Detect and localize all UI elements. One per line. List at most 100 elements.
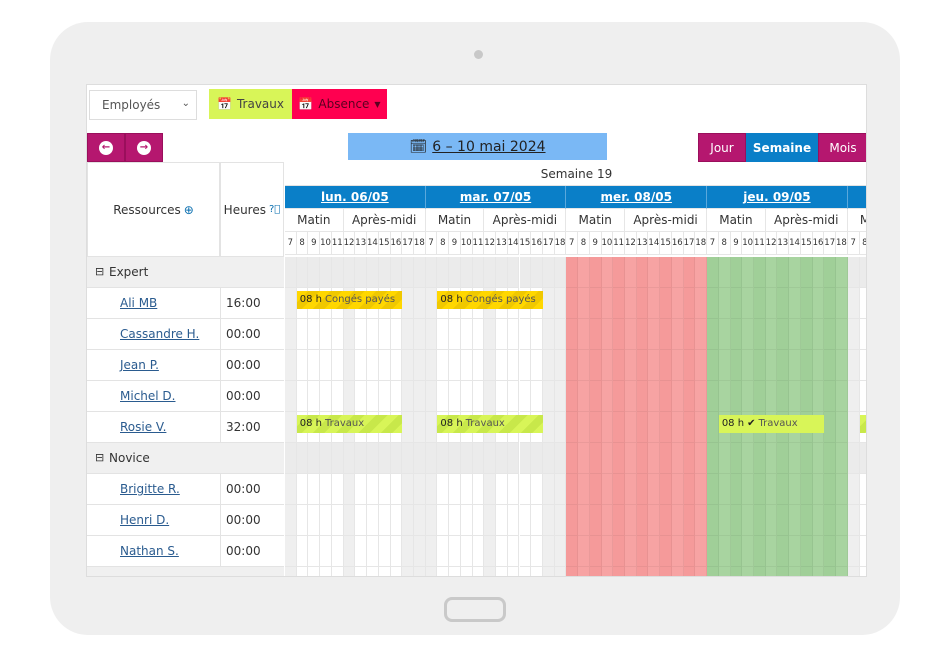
- time-slot[interactable]: [507, 257, 520, 288]
- time-slot[interactable]: [613, 412, 626, 443]
- time-slot[interactable]: [765, 474, 778, 505]
- time-slot[interactable]: [331, 567, 344, 576]
- time-slot[interactable]: [460, 319, 473, 350]
- time-slot[interactable]: [613, 381, 626, 412]
- time-slot[interactable]: [531, 474, 543, 505]
- time-slot[interactable]: [765, 257, 778, 288]
- time-slot[interactable]: [800, 288, 813, 319]
- time-slot[interactable]: [777, 443, 790, 474]
- resource-name-link[interactable]: Michel D.: [120, 389, 176, 403]
- time-slot[interactable]: [800, 257, 813, 288]
- time-slot[interactable]: [754, 567, 766, 576]
- time-slot[interactable]: [660, 412, 672, 443]
- time-slot[interactable]: [800, 474, 813, 505]
- resource-name-link[interactable]: Henri D.: [120, 513, 170, 527]
- time-slot[interactable]: [425, 288, 438, 319]
- time-slot[interactable]: [742, 257, 754, 288]
- time-slot[interactable]: [519, 567, 532, 576]
- time-slot[interactable]: [378, 257, 391, 288]
- time-slot[interactable]: [695, 474, 708, 505]
- time-slot[interactable]: [601, 567, 614, 576]
- time-slot[interactable]: [636, 443, 649, 474]
- time-slot[interactable]: [589, 505, 602, 536]
- time-slot[interactable]: [390, 381, 403, 412]
- time-slot[interactable]: [355, 474, 368, 505]
- time-slot[interactable]: [413, 443, 426, 474]
- time-slot[interactable]: [789, 288, 801, 319]
- time-slot[interactable]: [566, 567, 579, 576]
- time-slot[interactable]: [601, 381, 614, 412]
- time-slot[interactable]: [413, 412, 426, 443]
- time-slot[interactable]: [812, 350, 825, 381]
- time-slot[interactable]: [671, 319, 684, 350]
- time-slot[interactable]: [671, 443, 684, 474]
- time-slot[interactable]: [449, 257, 461, 288]
- time-slot[interactable]: [836, 505, 848, 536]
- time-slot[interactable]: [824, 319, 837, 350]
- time-slot[interactable]: [343, 381, 356, 412]
- time-slot[interactable]: [836, 567, 848, 576]
- time-slot[interactable]: [671, 288, 684, 319]
- time-slot[interactable]: [531, 443, 543, 474]
- day-header[interactable]: mer. 08/05: [566, 186, 708, 209]
- time-slot[interactable]: [836, 536, 848, 567]
- time-slot[interactable]: [660, 505, 672, 536]
- time-slot[interactable]: [824, 505, 837, 536]
- time-slot[interactable]: [472, 567, 485, 576]
- time-slot[interactable]: [566, 288, 579, 319]
- time-slot[interactable]: [320, 350, 332, 381]
- time-slot[interactable]: [285, 443, 297, 474]
- time-slot[interactable]: [413, 536, 426, 567]
- time-slot[interactable]: [660, 319, 672, 350]
- time-slot[interactable]: [308, 536, 321, 567]
- time-slot[interactable]: [355, 381, 368, 412]
- time-slot[interactable]: [777, 474, 790, 505]
- time-slot[interactable]: [730, 474, 743, 505]
- time-slot[interactable]: [367, 319, 379, 350]
- time-slot[interactable]: [578, 257, 590, 288]
- time-slot[interactable]: [707, 474, 719, 505]
- time-slot[interactable]: [765, 536, 778, 567]
- time-slot[interactable]: [308, 350, 321, 381]
- time-slot[interactable]: [777, 505, 790, 536]
- time-slot[interactable]: [742, 350, 754, 381]
- time-slot[interactable]: [449, 567, 461, 576]
- time-slot[interactable]: [449, 319, 461, 350]
- time-slot[interactable]: [671, 505, 684, 536]
- time-slot[interactable]: [859, 288, 866, 319]
- time-slot[interactable]: [718, 381, 731, 412]
- time-slot[interactable]: [683, 474, 696, 505]
- time-slot[interactable]: [777, 381, 790, 412]
- time-slot[interactable]: [390, 350, 403, 381]
- time-slot[interactable]: [742, 288, 754, 319]
- time-slot[interactable]: [285, 381, 297, 412]
- time-slot[interactable]: [320, 505, 332, 536]
- time-slot[interactable]: [625, 443, 637, 474]
- time-slot[interactable]: [660, 288, 672, 319]
- time-slot[interactable]: [812, 257, 825, 288]
- time-slot[interactable]: [636, 257, 649, 288]
- time-slot[interactable]: [378, 350, 391, 381]
- day-header[interactable]: mar. 07/05: [425, 186, 567, 209]
- time-slot[interactable]: [625, 567, 637, 576]
- time-slot[interactable]: [566, 350, 579, 381]
- time-slot[interactable]: [378, 443, 391, 474]
- time-slot[interactable]: [789, 381, 801, 412]
- previous-button[interactable]: ←: [87, 133, 125, 162]
- time-slot[interactable]: [578, 319, 590, 350]
- event-bar[interactable]: 08 h Travaux: [437, 415, 543, 433]
- time-slot[interactable]: [742, 536, 754, 567]
- time-slot[interactable]: [367, 567, 379, 576]
- time-slot[interactable]: [542, 505, 555, 536]
- time-slot[interactable]: [578, 536, 590, 567]
- time-slot[interactable]: [308, 381, 321, 412]
- next-button[interactable]: →: [125, 133, 163, 162]
- time-slot[interactable]: [812, 443, 825, 474]
- time-slot[interactable]: [484, 319, 497, 350]
- time-slot[interactable]: [331, 319, 344, 350]
- time-slot[interactable]: [343, 474, 356, 505]
- time-slot[interactable]: [542, 381, 555, 412]
- time-slot[interactable]: [519, 474, 532, 505]
- time-slot[interactable]: [765, 505, 778, 536]
- time-slot[interactable]: [671, 412, 684, 443]
